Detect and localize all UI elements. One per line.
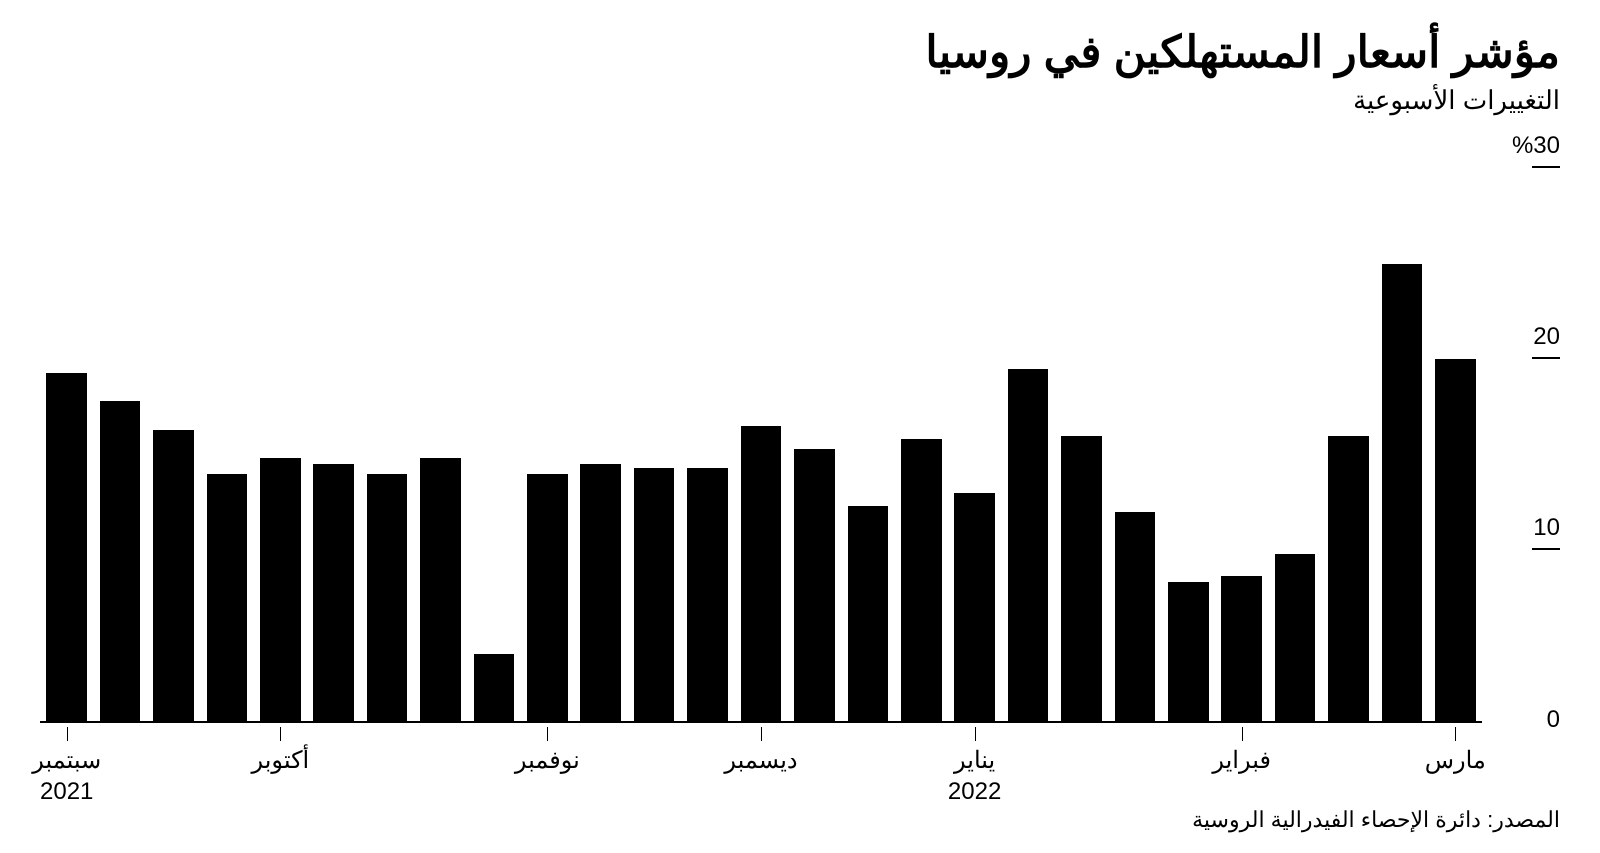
bar xyxy=(954,493,995,721)
bar xyxy=(367,474,408,721)
x-year-label: 2021 xyxy=(32,776,101,807)
bar xyxy=(313,464,354,721)
x-axis: سبتمبر2021أكتوبرنوفمبرديسمبريناير2022فبر… xyxy=(40,727,1482,807)
y-tick-mark xyxy=(1532,357,1560,359)
x-month-label: ديسمبر xyxy=(724,747,797,774)
x-tick-mark xyxy=(280,727,281,741)
y-tick-mark xyxy=(1532,166,1560,168)
bar xyxy=(260,458,301,721)
x-tick-label: مارس xyxy=(1425,745,1486,776)
y-tick-label: 10 xyxy=(1533,514,1560,541)
x-tick-label: يناير2022 xyxy=(948,745,1001,807)
bar-slot xyxy=(200,150,253,721)
bar xyxy=(1221,576,1262,721)
bar-slot xyxy=(1322,150,1375,721)
chart-area: 01020%30 xyxy=(40,150,1560,723)
bar xyxy=(901,439,942,721)
x-tick-label: نوفمبر xyxy=(515,745,580,776)
bar xyxy=(474,654,515,721)
bar xyxy=(1275,554,1316,721)
bar-slot xyxy=(948,150,1001,721)
y-tick: 20 xyxy=(1532,323,1560,359)
bar-slot xyxy=(467,150,520,721)
x-month-label: مارس xyxy=(1425,747,1486,774)
y-tick-label: %30 xyxy=(1512,132,1560,159)
bar-slot xyxy=(1055,150,1108,721)
x-tick-mark xyxy=(547,727,548,741)
bar xyxy=(207,474,248,721)
bar xyxy=(100,401,141,721)
bar-slot xyxy=(1268,150,1321,721)
bar-slot xyxy=(1429,150,1482,721)
bar-slot xyxy=(788,150,841,721)
x-tick-mark xyxy=(1242,727,1243,741)
bar-slot xyxy=(254,150,307,721)
bar-slot xyxy=(414,150,467,721)
bar-slot xyxy=(574,150,627,721)
x-tick-mark xyxy=(1455,727,1456,741)
bars-container xyxy=(40,150,1482,721)
bar-slot xyxy=(734,150,787,721)
bar xyxy=(848,506,889,721)
bar xyxy=(741,426,782,721)
x-month-label: نوفمبر xyxy=(515,747,580,774)
bar xyxy=(1382,264,1423,721)
x-month-label: فبراير xyxy=(1212,747,1271,774)
y-tick-label: 0 xyxy=(1547,706,1560,733)
y-tick-mark xyxy=(1532,548,1560,550)
x-tick-label: ديسمبر xyxy=(724,745,797,776)
bar-slot xyxy=(147,150,200,721)
bar-slot xyxy=(627,150,680,721)
bar xyxy=(1168,582,1209,721)
y-tick-label: 20 xyxy=(1533,323,1560,350)
x-tick-label: فبراير xyxy=(1212,745,1271,776)
bar xyxy=(794,449,835,721)
y-axis: 01020%30 xyxy=(1482,150,1560,723)
bar xyxy=(420,458,461,721)
source-text: المصدر: دائرة الإحصاء الفيدرالية الروسية xyxy=(1192,807,1560,833)
bar xyxy=(1061,436,1102,722)
bar xyxy=(1115,512,1156,721)
y-tick: 0 xyxy=(1547,706,1560,734)
bar-slot xyxy=(40,150,93,721)
bar xyxy=(687,468,728,721)
bar xyxy=(580,464,621,721)
bar-slot xyxy=(895,150,948,721)
plot-area xyxy=(40,150,1482,723)
bar-slot xyxy=(93,150,146,721)
bar xyxy=(1435,359,1476,721)
bar-slot xyxy=(1375,150,1428,721)
bar-slot xyxy=(521,150,574,721)
y-tick: 10 xyxy=(1532,514,1560,550)
x-month-label: سبتمبر xyxy=(32,747,101,774)
bar xyxy=(527,474,568,721)
bar-slot xyxy=(681,150,734,721)
chart-subtitle: التغييرات الأسبوعية xyxy=(40,85,1560,116)
x-tick-mark xyxy=(761,727,762,741)
x-tick-label: أكتوبر xyxy=(252,745,310,776)
x-tick-mark xyxy=(975,727,976,741)
bar-slot xyxy=(1162,150,1215,721)
x-month-label: أكتوبر xyxy=(252,747,310,774)
bar-slot xyxy=(307,150,360,721)
bar xyxy=(634,468,675,721)
chart-title: مؤشر أسعار المستهلكين في روسيا xyxy=(40,28,1560,79)
bar xyxy=(46,373,87,721)
bar-slot xyxy=(1108,150,1161,721)
y-tick: %30 xyxy=(1512,132,1560,168)
bar-slot xyxy=(1001,150,1054,721)
bar xyxy=(1008,369,1049,721)
bar xyxy=(1328,436,1369,722)
x-year-label: 2022 xyxy=(948,776,1001,807)
x-tick-label: سبتمبر2021 xyxy=(32,745,101,807)
bar-slot xyxy=(841,150,894,721)
bar xyxy=(153,430,194,721)
bar-slot xyxy=(360,150,413,721)
bar-slot xyxy=(1215,150,1268,721)
x-month-label: يناير xyxy=(954,747,995,774)
x-tick-mark xyxy=(67,727,68,741)
